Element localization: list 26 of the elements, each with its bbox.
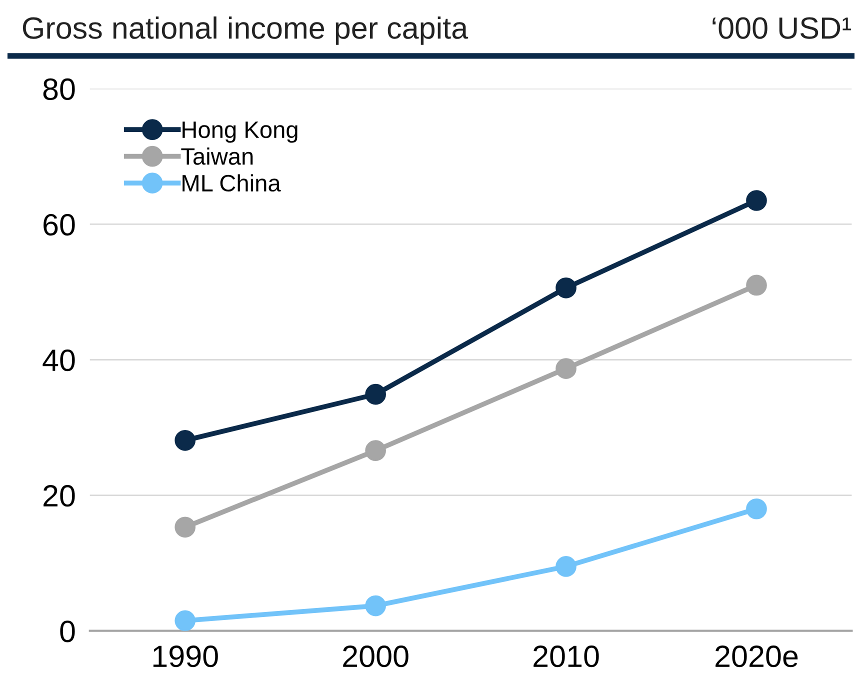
point (746, 274, 767, 296)
y-tick-label: 40 (42, 349, 75, 372)
point (556, 358, 576, 379)
legend-label: Taiwan (181, 147, 253, 165)
x-tick-label: 2010 (534, 646, 599, 668)
x-tick-label: 1990 (153, 646, 218, 668)
legend-label: ML China (182, 174, 281, 192)
point (556, 556, 576, 577)
y-tick-label: 20 (44, 485, 75, 507)
point (746, 190, 767, 211)
point (365, 440, 386, 461)
x-tick-label: 2020e (716, 646, 798, 668)
point (174, 516, 196, 538)
point (556, 278, 576, 298)
y-tick-label: 60 (44, 214, 75, 236)
y-axis-title: ‘000 USD¹ (712, 17, 852, 39)
legend-label: Hong Kong (182, 122, 298, 143)
y-tick-label: 80 (43, 78, 75, 100)
point (365, 595, 386, 616)
point (365, 384, 386, 405)
x-tick-label: 2000 (343, 646, 408, 668)
point (174, 430, 196, 451)
point (174, 610, 196, 631)
chart-title: Gross national income per capita (22, 16, 468, 45)
y-tick-label: 0 (60, 620, 75, 642)
point (746, 498, 767, 520)
